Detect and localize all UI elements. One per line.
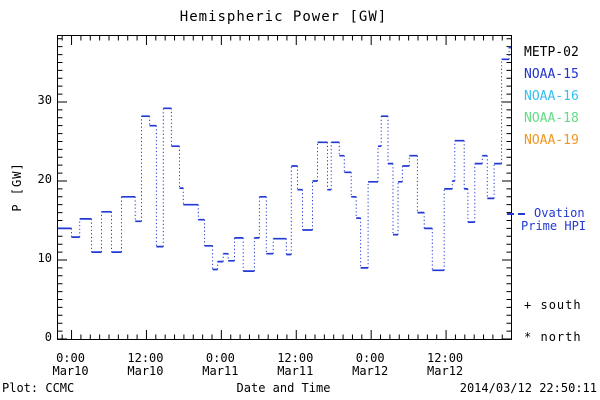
x-tick-label: 0:00 Mar10 [52,351,89,378]
y-axis-title: P [GW] [10,162,24,212]
step-line-chart [58,36,511,339]
y-tick-label: 0 [44,330,52,344]
x-tick-label: 12:00 Mar11 [277,351,314,378]
plot-timestamp: 2014/03/12 22:50:11 [459,381,597,395]
plus-marker-icon: + [524,298,533,312]
legend-satellite-metp-02: METP-02 [524,45,579,60]
hpi-step-levels [58,46,511,272]
south-label: south [540,298,582,312]
y-tick-label: 10 [37,250,52,265]
asterisk-marker-icon: * [524,330,533,344]
plot-credit: Plot: CCMC [2,381,75,395]
chart-title: Hemispheric Power [GW] [179,9,388,25]
ovation-prime-legend: Ovation Prime HPI [507,207,586,233]
ovation-legend-line1: Ovation [534,206,585,220]
x-tick-label: 12:00 Mar12 [427,351,464,378]
legend-satellite-noaa-18: NOAA-18 [524,111,579,126]
south-marker-legend: + south [524,298,582,312]
north-label: north [540,330,582,344]
x-tick-label: 12:00 Mar10 [127,351,164,378]
legend-satellite-noaa-15: NOAA-15 [524,67,579,82]
hpi-step-connectors [71,47,510,272]
x-axis-title: Date and Time [236,381,331,395]
legend-satellite-noaa-16: NOAA-16 [524,89,579,104]
dashed-line-sample-icon [507,207,529,220]
legend-satellite-noaa-19: NOAA-19 [524,133,579,148]
y-tick-label: 30 [37,92,52,107]
satellite-legend: METP-02 NOAA-15 NOAA-16 NOAA-18 NOAA-19 [524,42,579,152]
x-tick-label: 0:00 Mar12 [352,351,389,378]
ovation-legend-line2: Prime HPI [521,219,587,233]
axis-ticks [58,36,511,339]
y-tick-label: 20 [37,171,52,186]
plot-area [57,35,512,340]
x-tick-label: 0:00 Mar11 [202,351,239,378]
north-marker-legend: * north [524,330,582,344]
